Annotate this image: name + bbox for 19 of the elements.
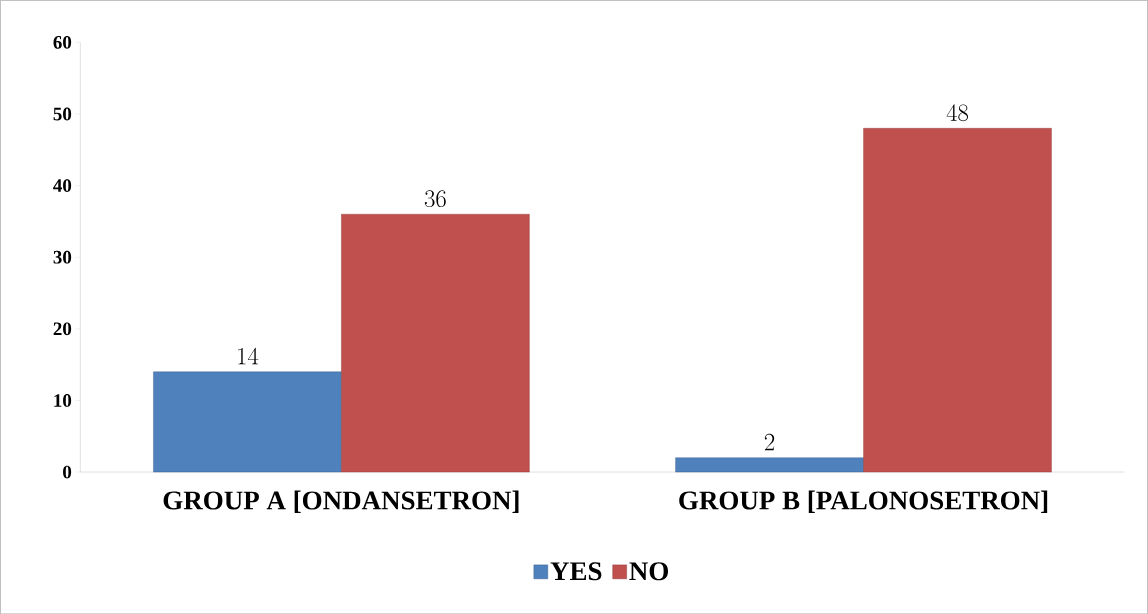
y-tick-label: 10 [54, 393, 72, 407]
x-tick-label: GROUP B [PALONOSETRON] [679, 490, 1048, 513]
y-tick-label: 20 [53, 322, 72, 336]
data-label: 14 [238, 347, 259, 365]
data-label: 2 [764, 433, 775, 451]
data-label: 48 [946, 104, 969, 122]
legend-label: YES [550, 562, 602, 581]
bar [675, 457, 864, 473]
bar [153, 371, 342, 473]
data-label: 36 [424, 190, 446, 207]
legend-label: NO [629, 562, 669, 581]
y-tick-label: 30 [53, 250, 72, 264]
y-tick-label: 50 [53, 107, 72, 121]
bar [341, 213, 530, 473]
x-tick-label: GROUP A [ONDANSETRON] [163, 490, 519, 513]
y-tick-label: 60 [53, 35, 72, 49]
bar [863, 127, 1052, 473]
y-tick-label: 40 [53, 179, 72, 192]
y-tick-label: 0 [63, 465, 72, 479]
